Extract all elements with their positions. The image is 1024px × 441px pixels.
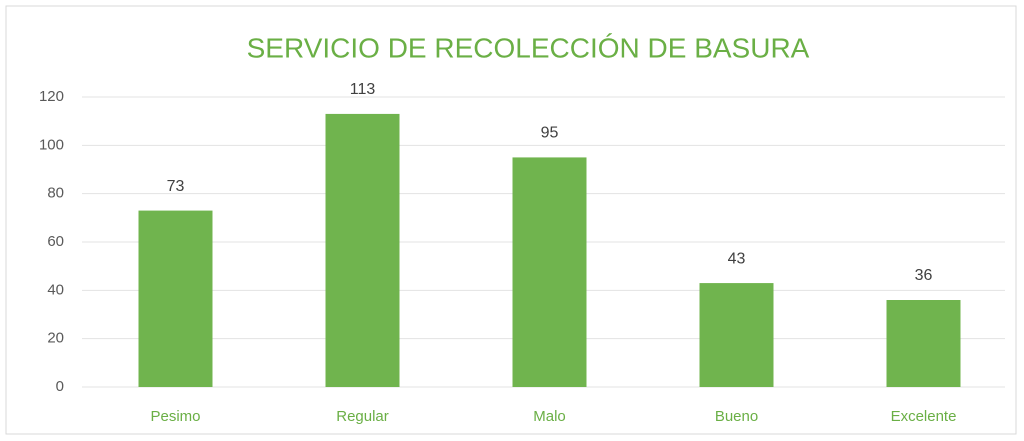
value-label: 43: [728, 250, 746, 267]
y-tick-label: 60: [47, 233, 64, 250]
y-tick-label: 0: [56, 378, 64, 395]
bar: [699, 283, 774, 387]
y-tick-label: 100: [39, 136, 64, 153]
value-label: 95: [541, 125, 559, 142]
y-tick-label: 120: [39, 88, 64, 105]
x-tick-label: Malo: [533, 408, 566, 425]
x-tick-label: Regular: [336, 408, 389, 425]
x-tick-label: Excelente: [891, 408, 957, 425]
chart-title: SERVICIO DE RECOLECCIÓN DE BASURA: [247, 32, 810, 63]
value-label: 36: [915, 267, 933, 284]
bar: [886, 300, 961, 387]
x-tick-label: Bueno: [715, 408, 758, 425]
value-label: 73: [167, 178, 185, 195]
y-tick-label: 40: [47, 281, 64, 298]
bar: [138, 210, 213, 387]
value-label: 113: [350, 81, 376, 98]
y-tick-label: 20: [47, 330, 64, 347]
bar: [325, 113, 400, 388]
x-tick-label: Pesimo: [150, 408, 200, 425]
y-tick-label: 80: [47, 185, 64, 202]
bar: [512, 157, 587, 387]
